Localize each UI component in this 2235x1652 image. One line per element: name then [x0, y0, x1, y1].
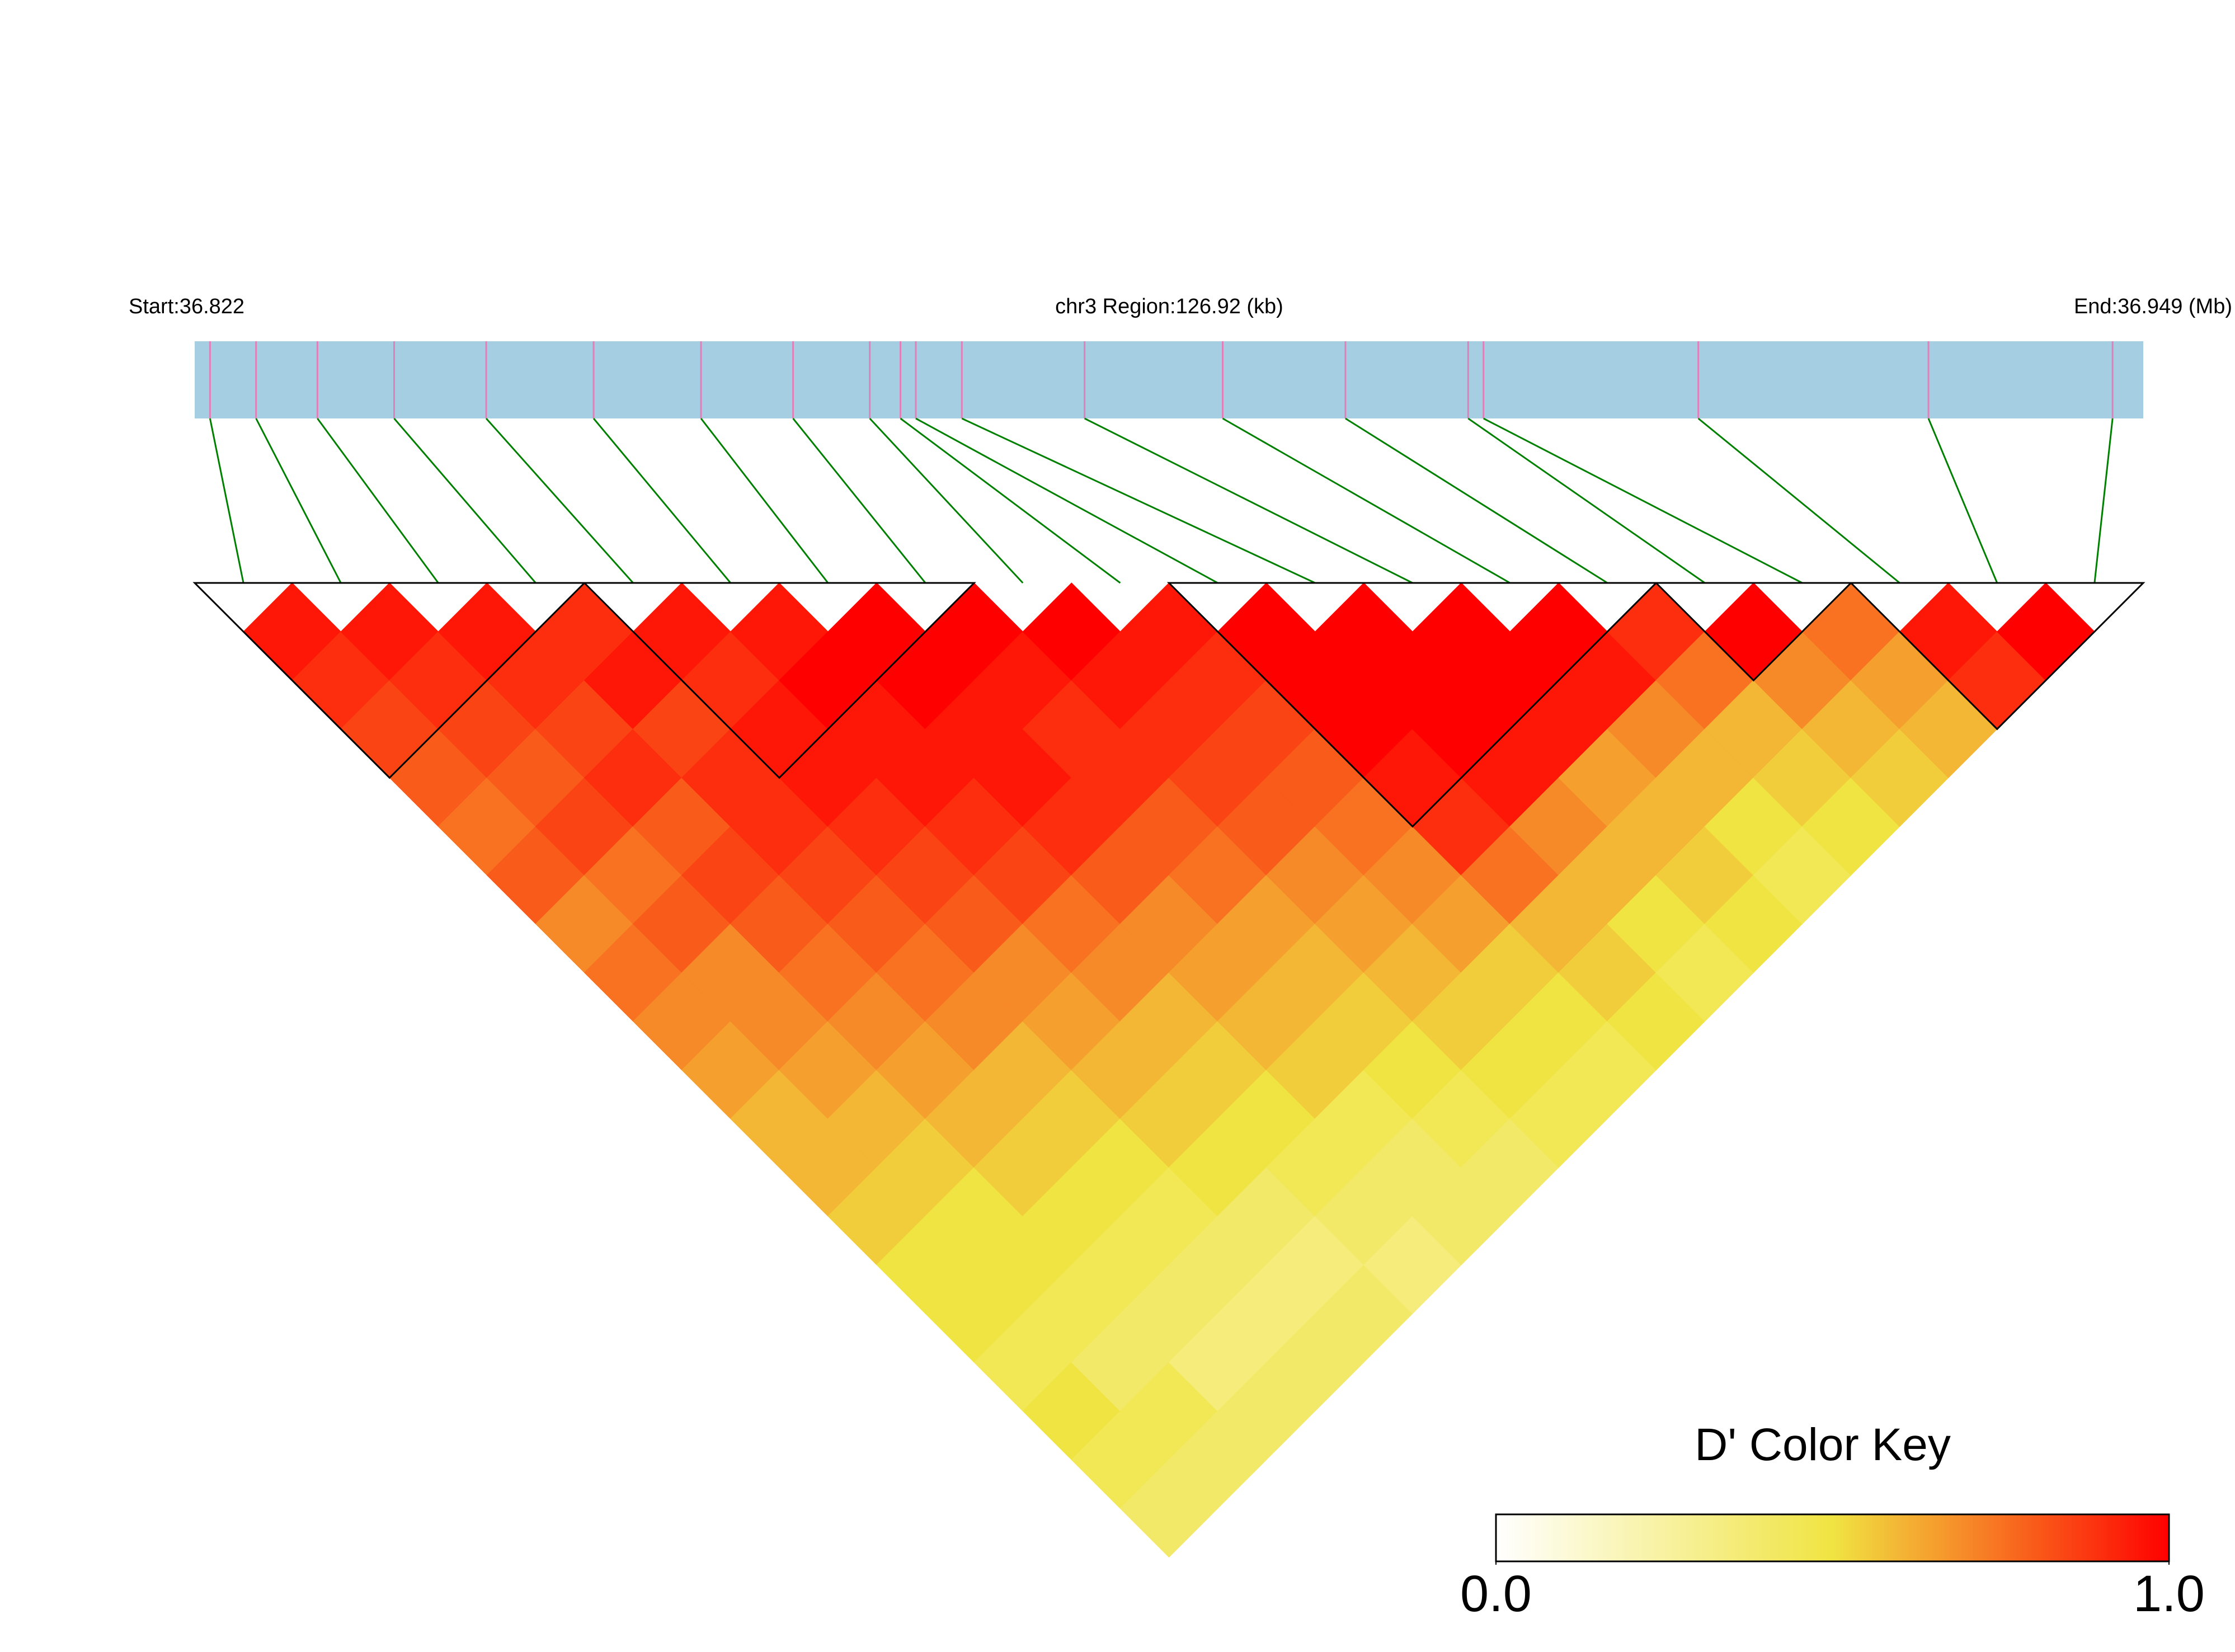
snp-link [1927, 418, 1998, 583]
snp-link [1084, 417, 1413, 584]
ld-block [1848, 582, 2145, 731]
snp-link [393, 418, 537, 583]
color-key-label: 0.0 [1460, 1565, 1532, 1622]
snp-link [869, 417, 1024, 584]
color-key-label: 1.0 [2133, 1565, 2205, 1622]
snp-link [592, 418, 731, 583]
snp-link [209, 418, 244, 583]
region-title: chr3 Region:126.92 (kb) [1055, 295, 1283, 318]
snp-link [485, 418, 634, 583]
snp-link [1467, 417, 1706, 584]
legend-title: D' Color Key [1695, 1419, 1951, 1470]
start-label: Start:36.822 [129, 295, 244, 318]
snp-bar [195, 341, 2143, 418]
snp-link [1483, 417, 1803, 584]
snp-link [255, 418, 342, 583]
snp-link [2093, 418, 2114, 583]
snp-link [915, 417, 1218, 584]
ld-block [1166, 582, 1658, 828]
color-key [1495, 1513, 2170, 1562]
snp-link [961, 417, 1316, 584]
snp-link [700, 418, 829, 583]
snp-link [792, 418, 926, 583]
snp-link [1345, 417, 1608, 584]
end-label: End:36.949 (Mb) [2074, 295, 2232, 318]
snp-link [1222, 417, 1511, 584]
ld-block [582, 582, 976, 779]
snp-link [900, 417, 1121, 584]
snp-link [317, 418, 439, 583]
ld-block [192, 582, 587, 779]
snp-link [1697, 417, 1900, 584]
ld-block [1654, 582, 1853, 682]
